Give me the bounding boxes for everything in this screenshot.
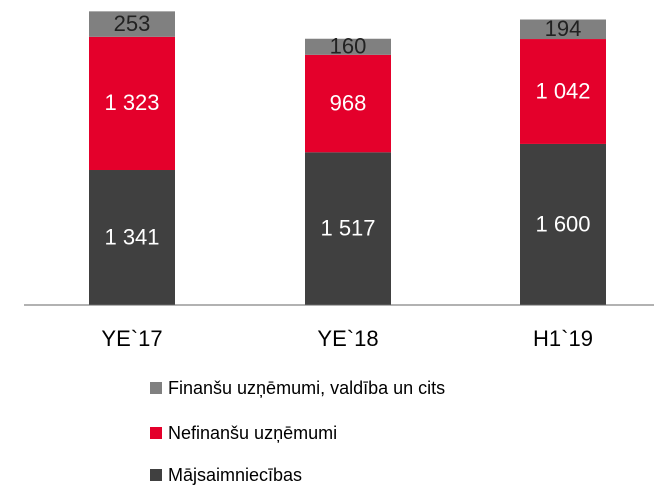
bar-segment [89, 170, 175, 305]
bar-segment [305, 54, 391, 153]
legend-label: Mājsaimniecības [168, 465, 302, 485]
x-tick-label: H1`19 [533, 326, 593, 351]
value-label: 1 042 [535, 78, 590, 103]
legend-label: Nefinanšu uzņēmumi [168, 423, 337, 443]
bar-segment [305, 38, 391, 55]
value-label: 968 [330, 90, 367, 115]
value-label: 160 [330, 34, 367, 59]
value-label: 253 [114, 11, 151, 36]
legend-swatch [150, 469, 162, 481]
x-tick-label: YE`17 [101, 326, 162, 351]
bar-segment [520, 39, 606, 144]
value-label: 194 [545, 16, 582, 41]
bar-segment [89, 36, 175, 171]
value-label: 1 600 [535, 211, 590, 236]
bar-segment [305, 152, 391, 305]
value-label: 1 323 [104, 90, 159, 115]
legend-swatch [150, 382, 162, 394]
value-label: 1 517 [320, 215, 375, 240]
bar-segment [89, 11, 175, 37]
x-tick-label: YE`18 [317, 326, 378, 351]
legend-label: Finanšu uzņēmumi, valdība un cits [168, 378, 445, 398]
bar-segment [520, 19, 606, 40]
legend-swatch [150, 427, 162, 439]
value-label: 1 341 [104, 224, 159, 249]
bar-segment [520, 143, 606, 305]
